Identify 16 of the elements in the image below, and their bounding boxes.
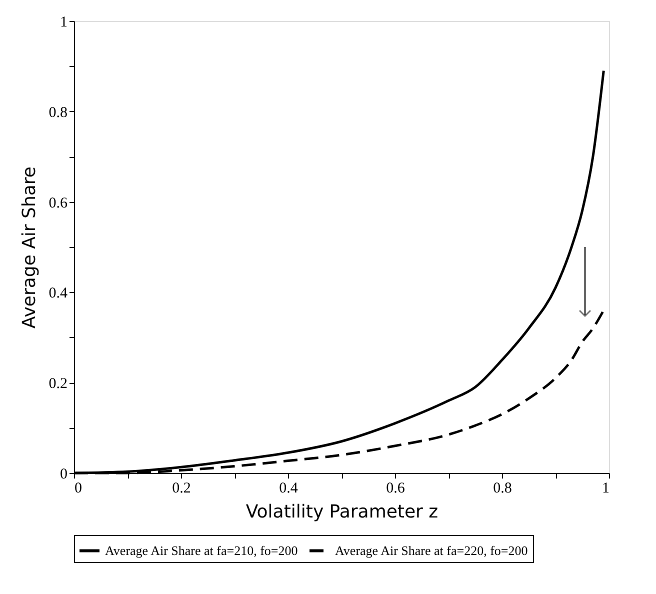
legend-label: Average Air Share at fa=220, fo=200 [335,542,528,558]
y-tick-label: 0.6 [48,195,68,212]
y-tick-label: 1 [60,14,68,30]
x-tick-label: 0 [74,480,82,496]
y-tick-label: 0 [60,466,68,482]
x-tick-label: 0.2 [172,480,191,496]
legend-label: Average Air Share at fa=210, fo=200 [105,542,298,558]
y-tick-label: 0.8 [48,104,68,121]
y-axis-title: Average Air Share [18,166,40,329]
y-tick-label: 0.4 [48,286,68,302]
y-tick-label: 0.2 [48,376,68,392]
x-tick-label: 0.4 [279,480,298,496]
x-axis-title: Volatility Parameter z [246,502,438,522]
x-tick-label: 0.6 [386,480,406,496]
x-tick-label: 0.8 [493,480,512,496]
x-tick-label: 1 [602,480,610,496]
